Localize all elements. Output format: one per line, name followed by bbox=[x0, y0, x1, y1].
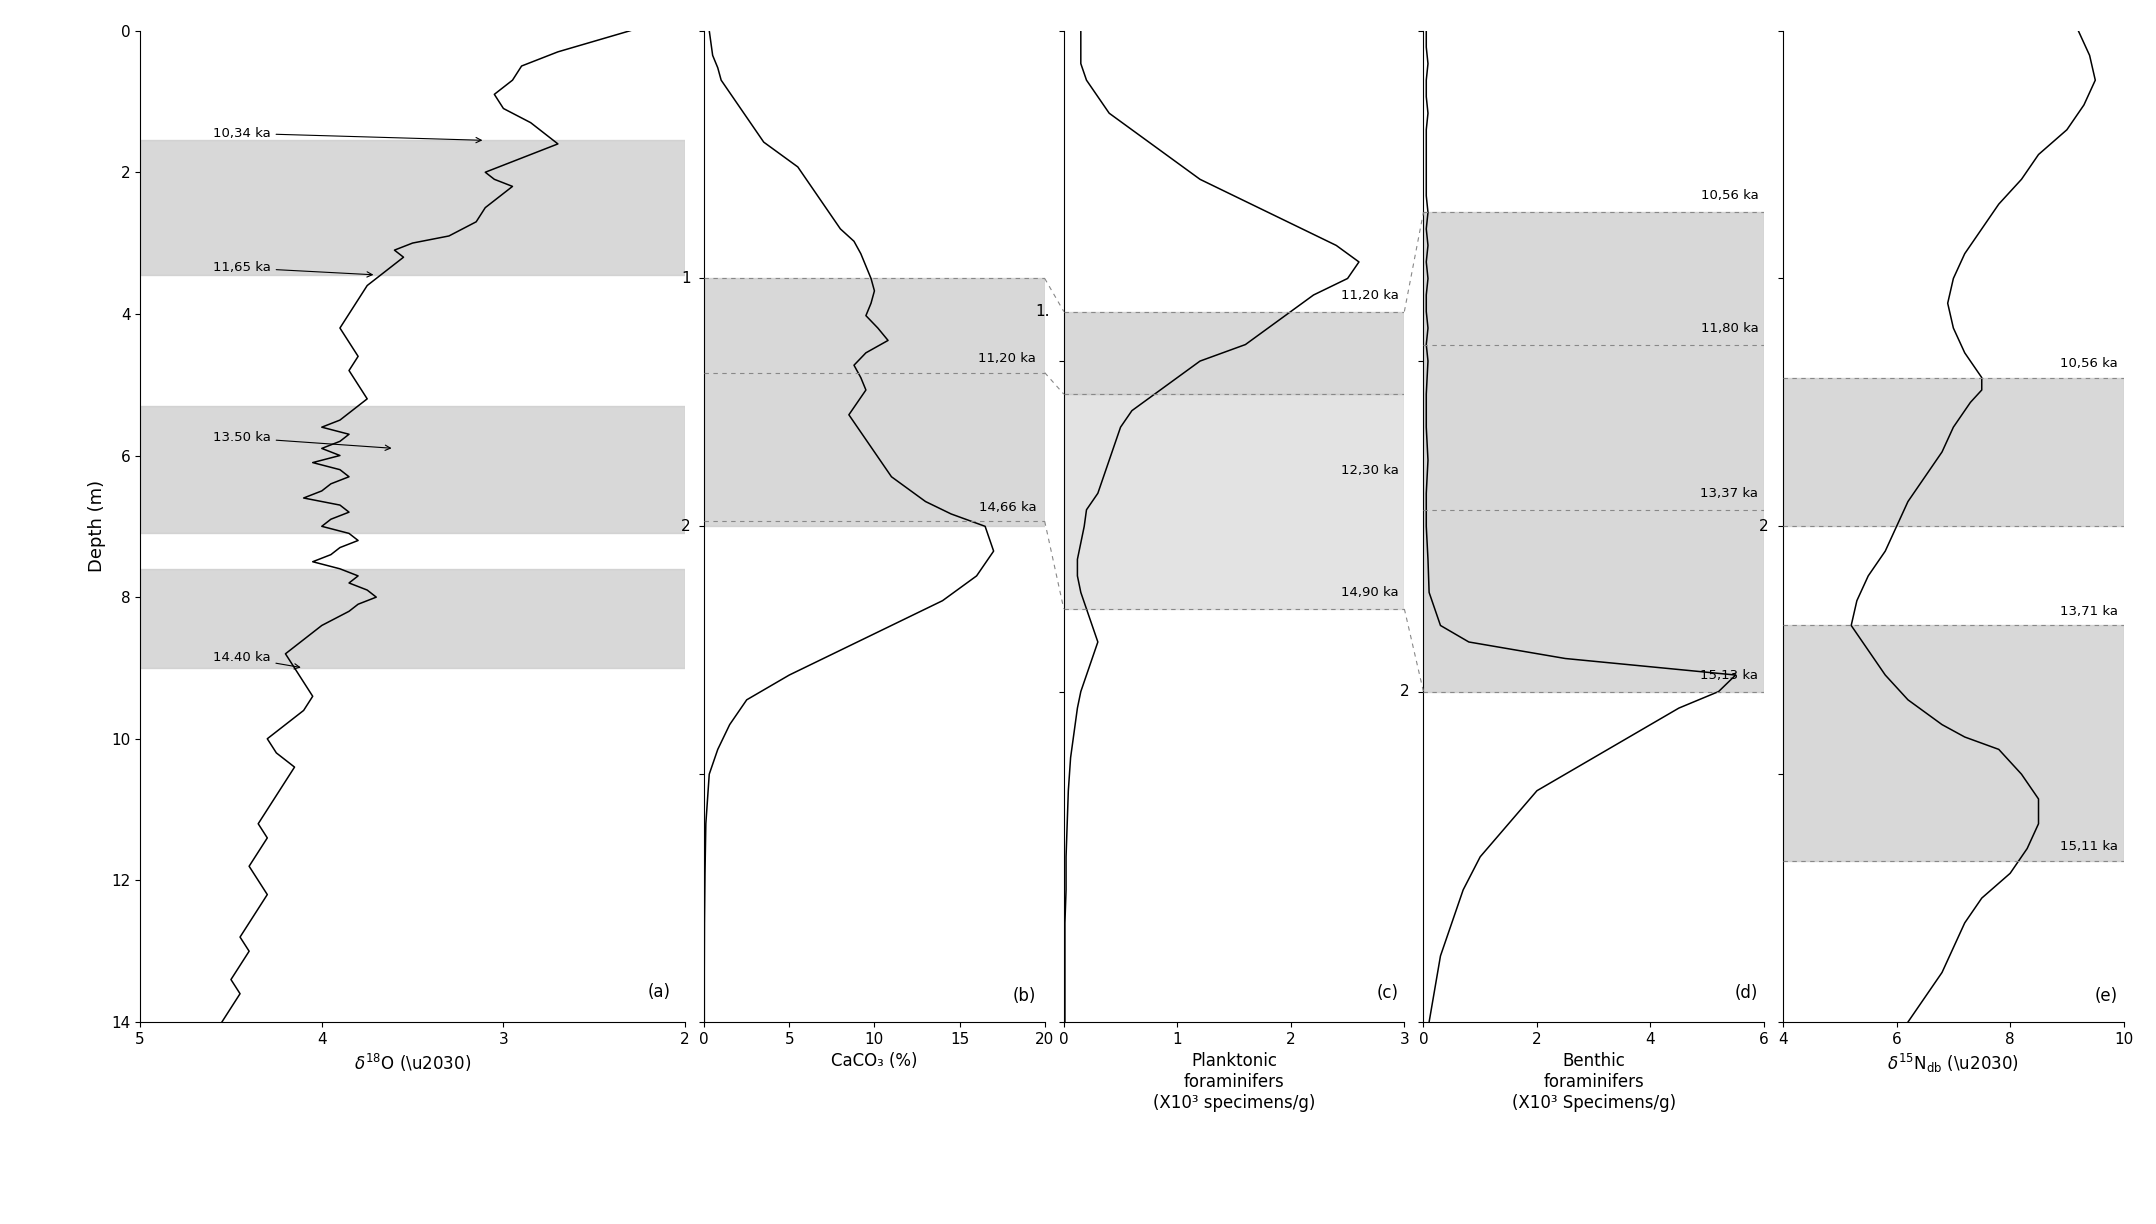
X-axis label: CaCO₃ (%): CaCO₃ (%) bbox=[832, 1053, 918, 1070]
Text: 2: 2 bbox=[1399, 684, 1410, 699]
Text: (e): (e) bbox=[2096, 987, 2117, 1005]
Text: 13.50 ka: 13.50 ka bbox=[213, 431, 390, 450]
Bar bbox=[1063, 394, 1404, 608]
Text: 13,37 ka: 13,37 ka bbox=[1701, 487, 1759, 499]
Text: 11,20 ka: 11,20 ka bbox=[1341, 289, 1399, 301]
Text: 1.: 1. bbox=[1035, 304, 1050, 319]
Y-axis label: Depth (m): Depth (m) bbox=[88, 480, 106, 573]
Text: (d): (d) bbox=[1736, 984, 1759, 1002]
Text: 15,11 ka: 15,11 ka bbox=[2059, 841, 2117, 853]
Text: 11,80 ka: 11,80 ka bbox=[1701, 322, 1759, 334]
Text: 2: 2 bbox=[681, 519, 690, 534]
Text: 13,71 ka: 13,71 ka bbox=[2059, 605, 2117, 618]
Text: 10,56 ka: 10,56 ka bbox=[1701, 190, 1759, 202]
Bar bbox=[1783, 377, 2124, 526]
Text: (a): (a) bbox=[647, 983, 671, 1001]
Text: 14,66 ka: 14,66 ka bbox=[979, 501, 1037, 514]
Bar bbox=[1063, 312, 1404, 394]
Text: (c): (c) bbox=[1378, 984, 1399, 1002]
Text: 10,56 ka: 10,56 ka bbox=[2061, 357, 2117, 370]
Text: 11,65 ka: 11,65 ka bbox=[213, 262, 373, 277]
X-axis label: Planktonic
foraminifers
(X10³ specimens/g): Planktonic foraminifers (X10³ specimens/… bbox=[1153, 1053, 1315, 1111]
Text: 1: 1 bbox=[681, 271, 690, 286]
Text: (b): (b) bbox=[1013, 987, 1037, 1005]
Text: 12,30 ka: 12,30 ka bbox=[1341, 464, 1399, 477]
Text: 2: 2 bbox=[1759, 519, 1768, 534]
Text: 14,90 ka: 14,90 ka bbox=[1341, 586, 1399, 599]
X-axis label: Benthic
foraminifers
(X10³ Specimens/g): Benthic foraminifers (X10³ Specimens/g) bbox=[1511, 1053, 1675, 1111]
Bar bbox=[140, 569, 686, 668]
X-axis label: $\delta^{18}$O (\u2030): $\delta^{18}$O (\u2030) bbox=[354, 1053, 472, 1075]
Bar bbox=[1423, 213, 1764, 692]
Bar bbox=[1783, 625, 2124, 860]
Bar bbox=[140, 406, 686, 534]
Text: 14.40 ka: 14.40 ka bbox=[213, 651, 300, 670]
Text: 10,34 ka: 10,34 ka bbox=[213, 127, 481, 143]
Text: 15,13 ka: 15,13 ka bbox=[1701, 668, 1759, 682]
Text: 11,20 ka: 11,20 ka bbox=[979, 353, 1037, 365]
Bar bbox=[705, 279, 1046, 526]
X-axis label: $\delta^{15}$N$_{\rm db}$ (\u2030): $\delta^{15}$N$_{\rm db}$ (\u2030) bbox=[1886, 1053, 2020, 1076]
Bar bbox=[140, 141, 686, 275]
